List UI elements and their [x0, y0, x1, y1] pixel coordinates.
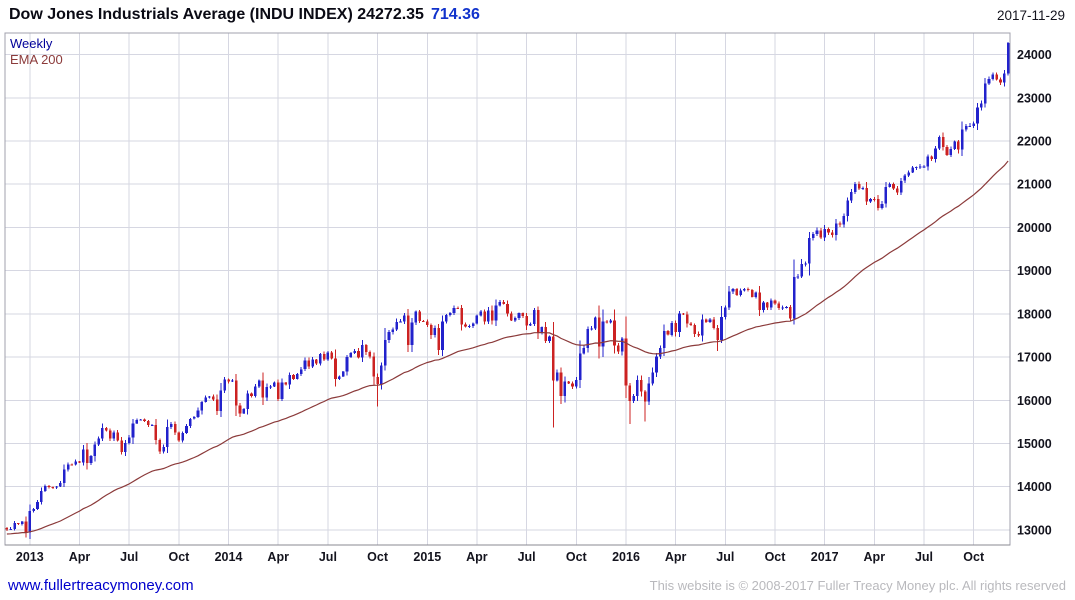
svg-text:Oct: Oct	[765, 550, 787, 564]
svg-text:2017: 2017	[811, 550, 839, 564]
svg-text:2013: 2013	[16, 550, 44, 564]
svg-text:17000: 17000	[1017, 351, 1052, 365]
svg-text:24000: 24000	[1017, 48, 1052, 62]
svg-text:Apr: Apr	[665, 550, 687, 564]
grid-lines	[4, 32, 1011, 546]
svg-text:2015: 2015	[413, 550, 441, 564]
svg-text:Oct: Oct	[367, 550, 389, 564]
svg-text:Apr: Apr	[69, 550, 91, 564]
svg-text:14000: 14000	[1017, 480, 1052, 494]
svg-text:Jul: Jul	[319, 550, 337, 564]
svg-text:2016: 2016	[612, 550, 640, 564]
svg-text:Jul: Jul	[716, 550, 734, 564]
y-axis-labels: 13000 14000 15000 16000 17000 18000 19000 20000…	[1017, 48, 1052, 537]
ema-line	[6, 160, 1009, 535]
svg-text:Oct: Oct	[566, 550, 588, 564]
price-chart: 13000 14000 15000 16000 17000 18000 19000 20000…	[4, 32, 1052, 564]
svg-text:19000: 19000	[1017, 264, 1052, 278]
svg-text:16000: 16000	[1017, 394, 1052, 408]
svg-text:Oct: Oct	[168, 550, 190, 564]
candlestick-series	[5, 42, 1010, 540]
x-axis-labels: 2013 Apr Jul Oct 2014 Apr Jul Oct 2015 Apr Jul Oct 2…	[16, 550, 985, 564]
svg-text:Apr: Apr	[864, 550, 886, 564]
svg-text:Jul: Jul	[518, 550, 536, 564]
svg-text:23000: 23000	[1017, 91, 1052, 105]
svg-text:Jul: Jul	[120, 550, 138, 564]
chart-date: 2017-11-29	[996, 8, 1065, 23]
svg-text:Oct: Oct	[963, 550, 985, 564]
svg-text:21000: 21000	[1017, 178, 1052, 192]
svg-text:Apr: Apr	[466, 550, 488, 564]
svg-text:13000: 13000	[1017, 523, 1052, 537]
page-title: Dow Jones Industrials Average (INDU INDE…	[9, 6, 480, 24]
svg-text:20000: 20000	[1017, 221, 1052, 235]
svg-text:Apr: Apr	[267, 550, 289, 564]
website-link[interactable]: www.fullertreacymoney.com	[8, 577, 194, 594]
svg-text:18000: 18000	[1017, 307, 1052, 321]
svg-text:2014: 2014	[215, 550, 243, 564]
footer-bar: www.fullertreacymoney.com This website i…	[0, 573, 1075, 600]
svg-text:15000: 15000	[1017, 437, 1052, 451]
svg-text:22000: 22000	[1017, 135, 1052, 149]
change-value: 714.36	[430, 6, 480, 23]
copyright-text: This website is © 2008-2017 Fuller Treac…	[649, 578, 1066, 593]
instrument-title: Dow Jones Industrials Average (INDU INDE…	[9, 6, 424, 23]
chart-header: Dow Jones Industrials Average (INDU INDE…	[0, 0, 1075, 30]
chart-area: 13000 14000 15000 16000 17000 18000 19000 20000…	[0, 30, 1075, 572]
svg-text:Jul: Jul	[915, 550, 933, 564]
